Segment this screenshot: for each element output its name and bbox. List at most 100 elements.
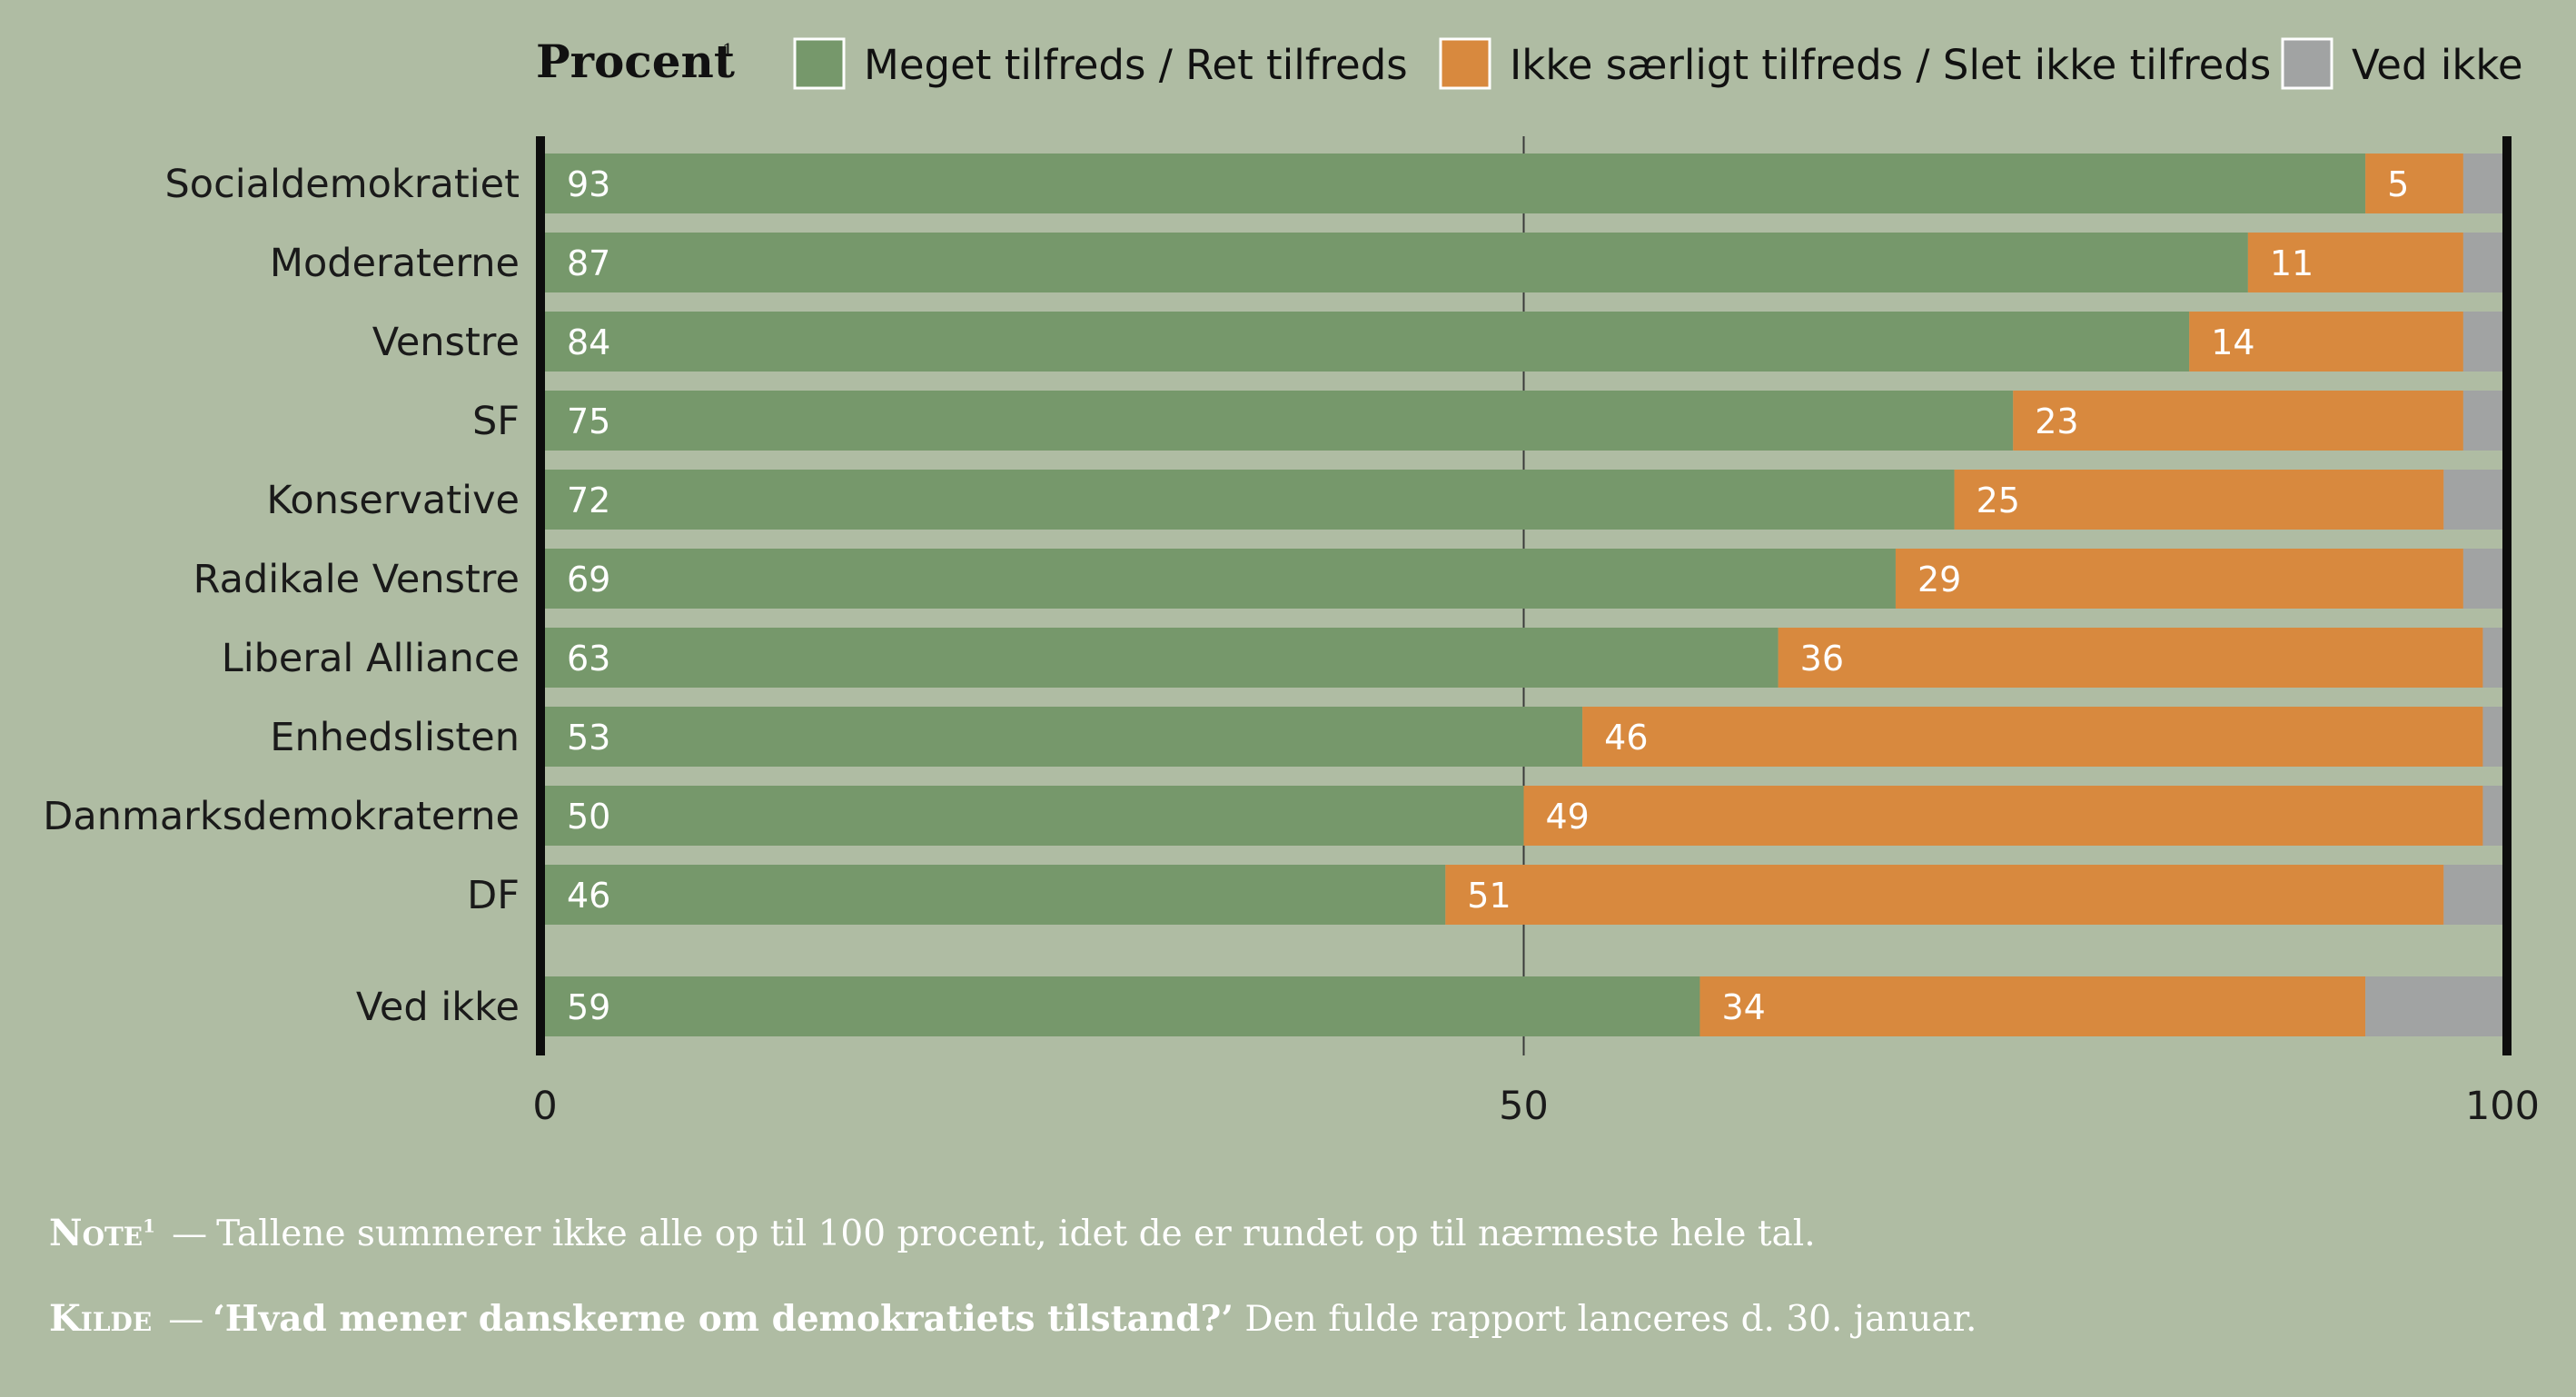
value-label-enhedslisten-ikke-s-rligt-tilfreds-slet-ikke-tilfreds: 46 [1604,718,1648,758]
value-label-venstre-meget-tilfreds-ret-tilfreds: 84 [567,322,610,362]
note-lead: Note1 [49,1212,156,1254]
bar-row-moderaterne: 87 11 [545,233,2502,292]
bar-danmarksdemokraterne-ved-ikke [2482,786,2502,846]
bar-moderaterne-ved-ikke [2462,233,2502,292]
category-label-enhedslisten: Enhedslisten [270,715,520,760]
bar-danmarksdemokraterne-meget-tilfreds-ret-tilfreds [545,786,1524,846]
bar-df-meget-tilfreds-ret-tilfreds [545,865,1446,925]
x-tick-100: 100 [2465,1084,2540,1129]
bar-row-liberal-alliance: 63 36 [545,628,2502,688]
bar-radikale-venstre-ved-ikke [2462,549,2502,609]
bar-sf-meget-tilfreds-ret-tilfreds [545,391,2014,451]
bars: 93 5 87 11 84 14 75 23 72 25 69 29 63 36 53 46 50 49 46 51 5… [545,154,2502,1036]
legend-label-meget-tilfreds-ret-tilfreds: Meget tilfreds / Ret tilfreds [864,41,1408,89]
value-label-radikale-venstre-ikke-s-rligt-tilfreds-slet-ikke-tilfreds: 29 [1917,560,1961,599]
bar-enhedslisten-meget-tilfreds-ret-tilfreds [545,707,1583,767]
bar-sf-ved-ikke [2462,391,2502,451]
value-label-liberal-alliance-ikke-s-rligt-tilfreds-slet-ikke-tilfreds: 36 [1800,639,1844,679]
bar-row-socialdemokratiet: 93 5 [545,154,2502,213]
bar-moderaterne-ikke-s-rligt-tilfreds-slet-ikke-tilfreds [2247,233,2463,292]
legend-swatch-ved-ikke [2281,37,2333,90]
category-labels: Socialdemokratiet Moderaterne Venstre SF Kon… [43,162,520,1030]
category-label-liberal-alliance: Liberal Alliance [222,636,520,681]
category-label-socialdemokratiet: Socialdemokratiet [165,162,520,207]
bar-row-danmarksdemokraterne: 50 49 [545,786,2502,846]
bar-sf-ikke-s-rligt-tilfreds-slet-ikke-tilfreds [2013,391,2463,451]
axes [536,136,2512,1055]
bar-radikale-venstre-meget-tilfreds-ret-tilfreds [545,549,1896,609]
bar-liberal-alliance-ikke-s-rligt-tilfreds-slet-ikke-tilfreds [1778,628,2483,688]
category-label-df: DF [467,873,520,918]
source-lead: Kilde [49,1297,153,1340]
source-quote: ‘Hvad mener danskerne om demokratiets ti… [213,1298,1234,1340]
value-label-sf-meget-tilfreds-ret-tilfreds: 75 [567,401,610,441]
bar-socialdemokratiet-ved-ikke [2462,154,2502,213]
bar-liberal-alliance-ved-ikke [2482,628,2502,688]
category-label-sf: SF [472,399,520,444]
value-label-moderaterne-ikke-s-rligt-tilfreds-slet-ikke-tilfreds: 11 [2270,243,2313,283]
bar-enhedslisten-ikke-s-rligt-tilfreds-slet-ikke-tilfreds [1582,707,2483,767]
value-label-moderaterne-meget-tilfreds-ret-tilfreds: 87 [567,243,610,283]
value-label-df-ikke-s-rligt-tilfreds-slet-ikke-tilfreds: 51 [1467,876,1511,916]
bar-enhedslisten-ved-ikke [2482,707,2502,767]
bar-venstre-ved-ikke [2462,312,2502,372]
category-label-danmarksdemokraterne: Danmarksdemokraterne [43,794,520,839]
source-text: Den fulde rapport lanceres d. 30. januar… [1233,1299,1977,1340]
value-label-ved-ikke-ikke-s-rligt-tilfreds-slet-ikke-tilfreds: 34 [1721,987,1765,1027]
value-label-konservative-meget-tilfreds-ret-tilfreds: 72 [567,481,610,520]
bar-konservative-ved-ikke [2443,470,2502,530]
bar-row-sf: 75 23 [545,391,2502,451]
note-text: Tallene summerer ikke alle op til 100 pr… [216,1214,1816,1254]
x-tick-50: 50 [1499,1084,1549,1129]
value-label-sf-ikke-s-rligt-tilfreds-slet-ikke-tilfreds: 23 [2035,401,2078,441]
bar-socialdemokratiet-ikke-s-rligt-tilfreds-slet-ikke-tilfreds [2365,154,2463,213]
bar-danmarksdemokraterne-ikke-s-rligt-tilfreds-slet-ikke-tilfreds [1523,786,2483,846]
value-label-danmarksdemokraterne-meget-tilfreds-ret-tilfreds: 50 [567,797,610,837]
category-label-ved-ikke: Ved ikke [356,985,520,1030]
axis-line-right [2502,136,2512,1055]
bar-konservative-ikke-s-rligt-tilfreds-slet-ikke-tilfreds [1954,470,2444,530]
value-label-ved-ikke-meget-tilfreds-ret-tilfreds: 59 [567,987,610,1027]
footnote: Note1— Tallene summerer ikke alle op til … [49,1212,1816,1254]
category-label-venstre: Venstre [372,320,520,365]
bar-moderaterne-meget-tilfreds-ret-tilfreds [545,233,2248,292]
bar-konservative-meget-tilfreds-ret-tilfreds [545,470,1955,530]
value-label-radikale-venstre-meget-tilfreds-ret-tilfreds: 69 [567,560,610,599]
bar-socialdemokratiet-meget-tilfreds-ret-tilfreds [545,154,2366,213]
source-note: Kilde — ‘Hvad mener danskerne om demokrati… [49,1297,1977,1340]
legend-label-ved-ikke: Ved ikke [2352,41,2523,89]
bar-row-venstre: 84 14 [545,312,2502,372]
value-label-df-meget-tilfreds-ret-tilfreds: 46 [567,876,610,916]
bar-radikale-venstre-ikke-s-rligt-tilfreds-slet-ikke-tilfreds [1895,549,2463,609]
legend-swatch-meget-tilfreds-ret-tilfreds [793,37,846,90]
category-label-konservative: Konservative [266,478,520,523]
bar-ved-ikke-meget-tilfreds-ret-tilfreds [545,976,1700,1036]
value-label-liberal-alliance-meget-tilfreds-ret-tilfreds: 63 [567,639,610,679]
bar-ved-ikke-ikke-s-rligt-tilfreds-slet-ikke-tilfreds [1699,976,2366,1036]
legend-title: Procent [536,35,735,88]
bar-df-ikke-s-rligt-tilfreds-slet-ikke-tilfreds [1445,865,2444,925]
bar-venstre-meget-tilfreds-ret-tilfreds [545,312,2190,372]
bar-ved-ikke-ved-ikke [2365,976,2502,1036]
bar-venstre-ikke-s-rligt-tilfreds-slet-ikke-tilfreds [2189,312,2463,372]
value-label-konservative-ikke-s-rligt-tilfreds-slet-ikke-tilfreds: 25 [1977,481,2020,520]
x-tick-0: 0 [532,1084,557,1129]
bar-row-ved-ikke: 59 34 [545,976,2502,1036]
value-label-danmarksdemokraterne-ikke-s-rligt-tilfreds-slet-ikke-tilfreds: 49 [1546,797,1590,837]
legend-swatch-ikke-s-rligt-tilfreds-slet-ikke-tilfreds [1439,37,1491,90]
category-label-moderaterne: Moderaterne [270,241,520,286]
axis-line-left [536,136,545,1055]
bar-row-df: 46 51 [545,865,2502,925]
bar-row-radikale-venstre: 69 29 [545,549,2502,609]
category-label-radikale-venstre: Radikale Venstre [193,557,520,602]
value-label-venstre-ikke-s-rligt-tilfreds-slet-ikke-tilfreds: 14 [2211,322,2254,362]
value-label-socialdemokratiet-ikke-s-rligt-tilfreds-slet-ikke-tilfreds: 5 [2387,164,2409,204]
bar-row-enhedslisten: 53 46 [545,707,2502,767]
bar-row-konservative: 72 25 [545,470,2502,530]
bar-liberal-alliance-meget-tilfreds-ret-tilfreds [545,628,1778,688]
legend-label-ikke-s-rligt-tilfreds-slet-ikke-tilfreds: Ikke særligt tilfreds / Slet ikke tilfre… [1510,41,2271,89]
legend-title-sup: 1 [722,39,734,61]
bar-df-ved-ikke [2443,865,2502,925]
